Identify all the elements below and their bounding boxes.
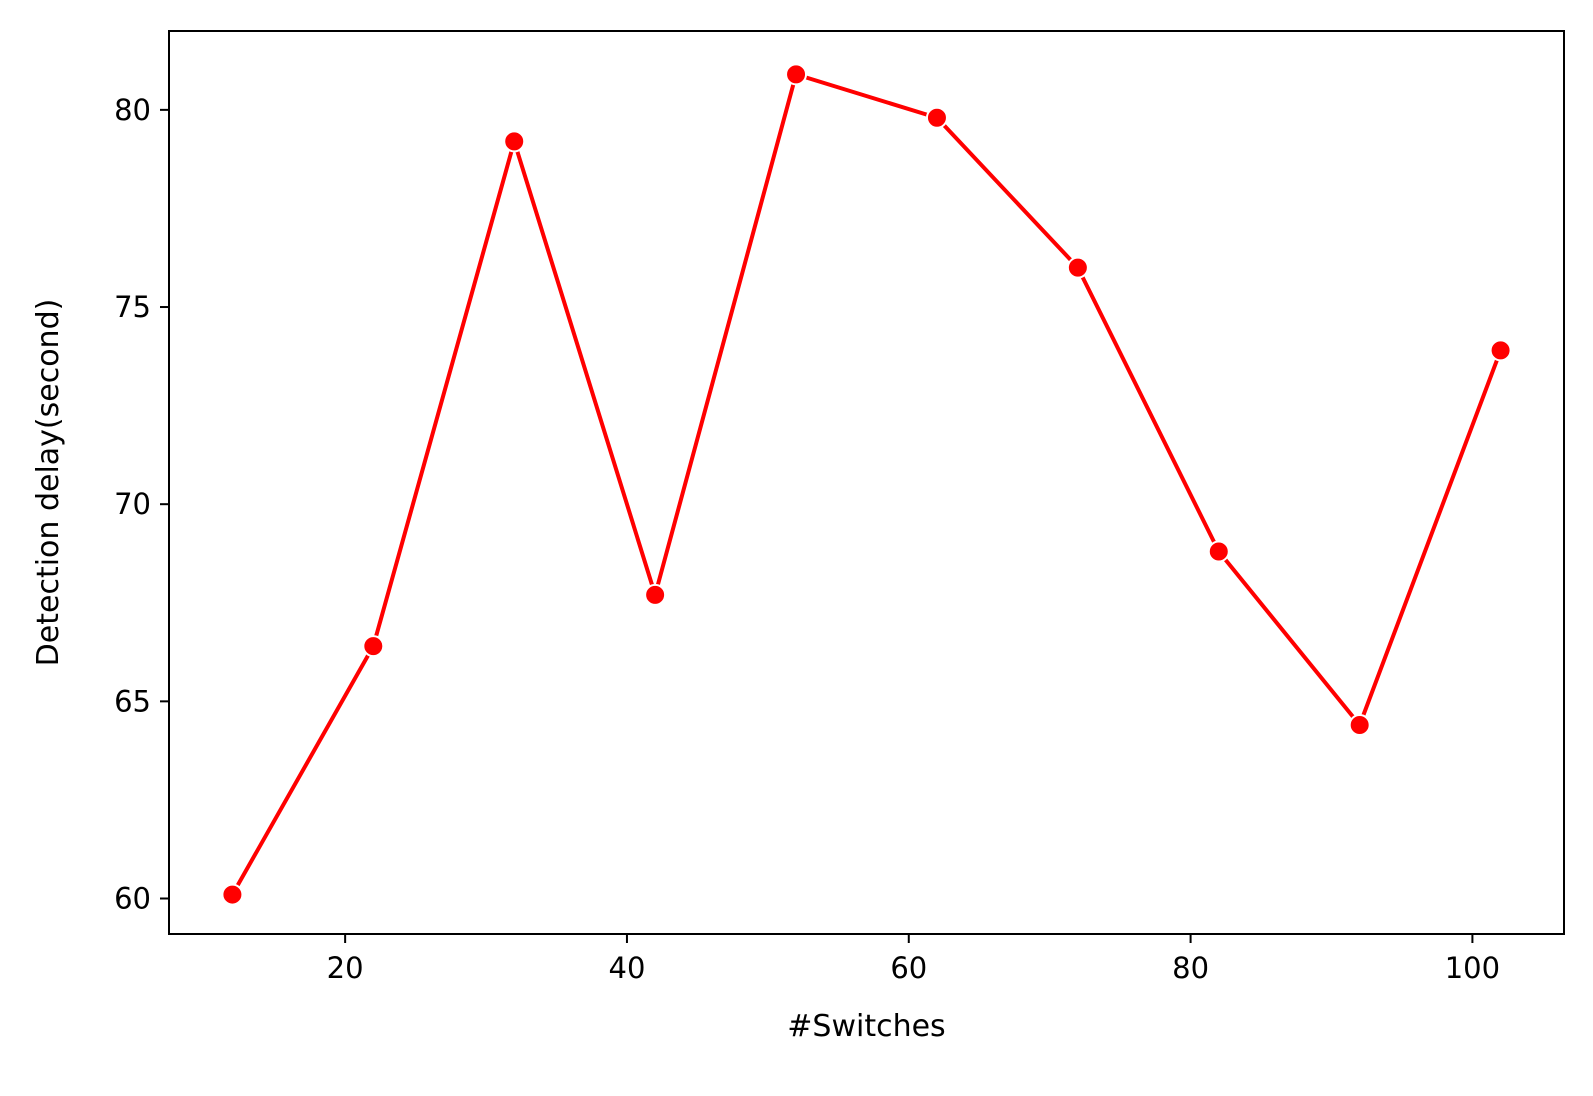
data-series bbox=[221, 63, 1512, 906]
data-point bbox=[1066, 256, 1089, 279]
data-point bbox=[1207, 540, 1230, 563]
x-axis-label: #Switches bbox=[787, 1009, 945, 1044]
data-point bbox=[503, 130, 526, 153]
y-tick-label: 80 bbox=[114, 93, 151, 127]
plot-frame bbox=[168, 30, 1565, 935]
x-tick-label: 40 bbox=[609, 951, 646, 985]
x-tick-label: 80 bbox=[1172, 951, 1209, 985]
data-point bbox=[644, 583, 667, 606]
data-point bbox=[362, 635, 385, 658]
y-tick-label: 65 bbox=[114, 684, 151, 718]
data-point bbox=[785, 63, 808, 86]
data-point bbox=[925, 106, 948, 129]
y-tick-label: 60 bbox=[114, 882, 151, 916]
x-tick-label: 100 bbox=[1445, 951, 1500, 985]
data-point bbox=[221, 883, 244, 906]
y-tick-label: 70 bbox=[114, 487, 151, 521]
data-point bbox=[1348, 714, 1371, 737]
data-point bbox=[1489, 339, 1512, 362]
axis-ticks: 20 40 60 80 100 60 65 70 75 80 bbox=[114, 93, 1500, 985]
x-tick-label: 20 bbox=[327, 951, 364, 985]
y-tick-label: 75 bbox=[114, 290, 151, 324]
x-tick-label: 60 bbox=[890, 951, 927, 985]
series-line bbox=[229, 72, 1504, 898]
y-axis-label: Detection delay(second) bbox=[31, 299, 66, 667]
